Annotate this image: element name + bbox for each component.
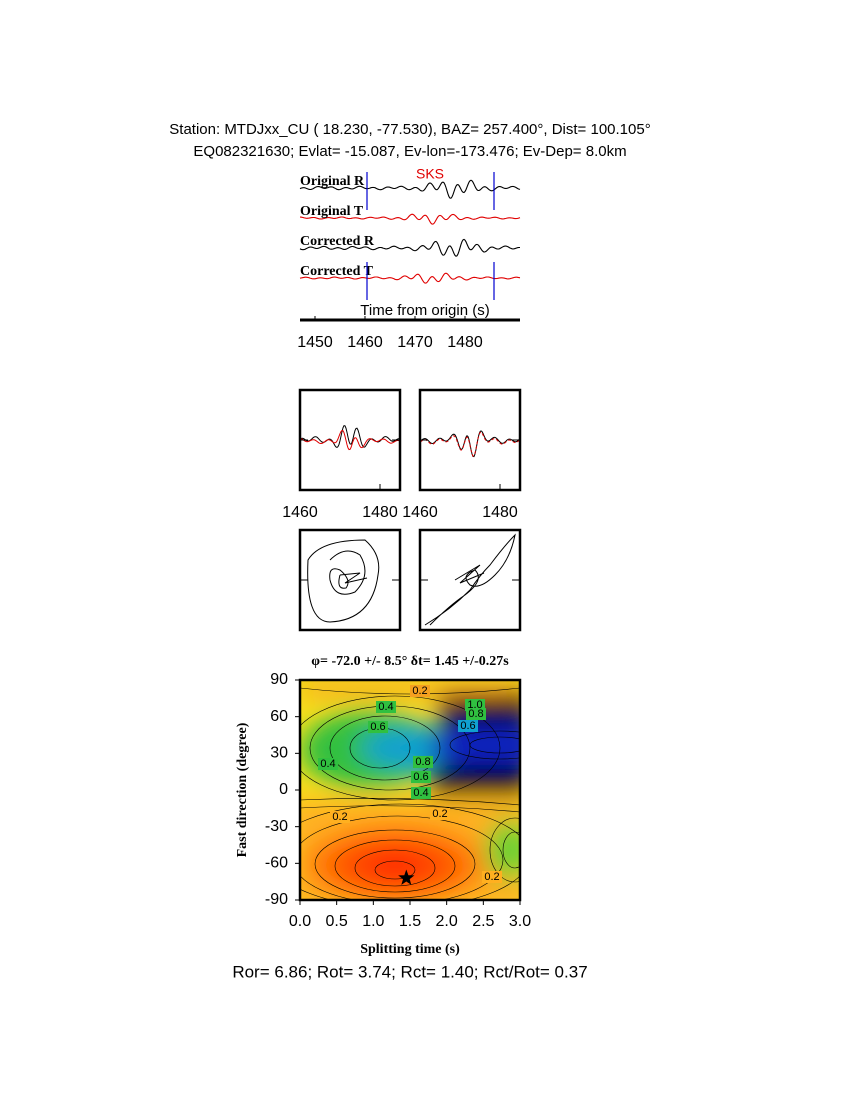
contour-label-box	[430, 808, 450, 820]
summary-footer: Ror= 6.86; Rot= 3.74; Rct= 1.40; Rct/Rot…	[232, 962, 587, 981]
y-axis-label: Fast direction (degree)	[235, 722, 250, 857]
waveform	[299, 425, 401, 448]
y-tick-label: -60	[265, 855, 288, 872]
trace-label: Corrected T	[300, 264, 374, 279]
contour-label: 0.6	[370, 721, 385, 733]
contour-label: 0.6	[460, 720, 475, 732]
contour-label-box	[376, 701, 396, 713]
contour-label: 0.6	[413, 771, 428, 783]
waveform	[299, 179, 521, 199]
contour-label-box	[368, 721, 388, 733]
contour-label-box	[466, 708, 486, 720]
x-tick-label: 1480	[362, 504, 398, 521]
phase-label: SKS	[416, 166, 444, 182]
waveform	[299, 238, 520, 257]
contour-label: 0.8	[468, 708, 483, 720]
waveform	[419, 430, 521, 458]
contour-label-box	[410, 685, 430, 697]
contour-field	[300, 680, 520, 900]
event-header: EQ082321630; Evlat= -15.087, Ev-lon=-173…	[193, 143, 626, 160]
x-axis-label: Time from origin (s)	[360, 302, 489, 319]
waveform	[300, 213, 521, 225]
x-tick-label: 1.5	[399, 913, 421, 930]
contour-label-box	[482, 871, 502, 883]
x-tick-label: 1460	[282, 504, 318, 521]
trace-label: Corrected R	[300, 234, 375, 249]
contour-label: 0.8	[415, 756, 430, 768]
particle-box	[418, 528, 522, 632]
contour-label-box	[330, 811, 350, 823]
x-tick-label: 1460	[402, 504, 438, 521]
x-tick-label: 1450	[297, 334, 333, 351]
x-tick-label: 1480	[447, 334, 483, 351]
y-tick-label: 30	[270, 745, 288, 762]
y-tick-label: -90	[265, 891, 288, 908]
contour-label-box	[411, 787, 431, 799]
contour-label-box	[318, 758, 338, 770]
waveform	[299, 429, 401, 451]
contour-label: 0.2	[432, 808, 447, 820]
station-header: Station: MTDJxx_CU ( 18.230, -77.530), B…	[169, 121, 650, 138]
x-tick-label: 0.0	[289, 913, 311, 930]
contour-label: 0.4	[320, 758, 335, 770]
y-tick-label: -30	[265, 818, 288, 835]
contour-label: 0.2	[412, 685, 427, 697]
x-tick-label: 1.0	[362, 913, 384, 930]
x-tick-label: 0.5	[326, 913, 348, 930]
x-tick-label: 3.0	[509, 913, 531, 930]
best-fit-star	[398, 869, 415, 885]
particle-motion	[307, 539, 380, 623]
contour-label: 1.0	[467, 699, 482, 711]
x-tick-label: 1480	[482, 504, 518, 521]
particle-motion	[424, 533, 516, 626]
contour-label: 0.2	[332, 811, 347, 823]
x-tick-label: 1470	[397, 334, 433, 351]
contour-label: 0.2	[484, 871, 499, 883]
waveform	[299, 272, 521, 284]
trace-label: Original R	[300, 174, 365, 189]
y-tick-label: 0	[279, 781, 288, 798]
contour-label: 0.4	[378, 701, 393, 713]
contour-label-box	[411, 771, 431, 783]
trace-label: Original T	[300, 204, 364, 219]
contour-label: 0.4	[413, 787, 428, 799]
contour-title: φ= -72.0 +/- 8.5° δt= 1.45 +/-0.27s	[311, 654, 509, 669]
panel-frame	[418, 388, 522, 492]
x-tick-label: 1460	[347, 334, 383, 351]
waveform	[419, 431, 521, 457]
x-tick-label: 2.5	[472, 913, 494, 930]
y-tick-label: 90	[270, 671, 288, 688]
contour-label-box	[458, 720, 478, 732]
x-tick-label: 2.0	[436, 913, 458, 930]
contour-label-box	[413, 756, 433, 768]
y-tick-label: 60	[270, 708, 288, 725]
x-axis-label: Splitting time (s)	[360, 942, 460, 957]
